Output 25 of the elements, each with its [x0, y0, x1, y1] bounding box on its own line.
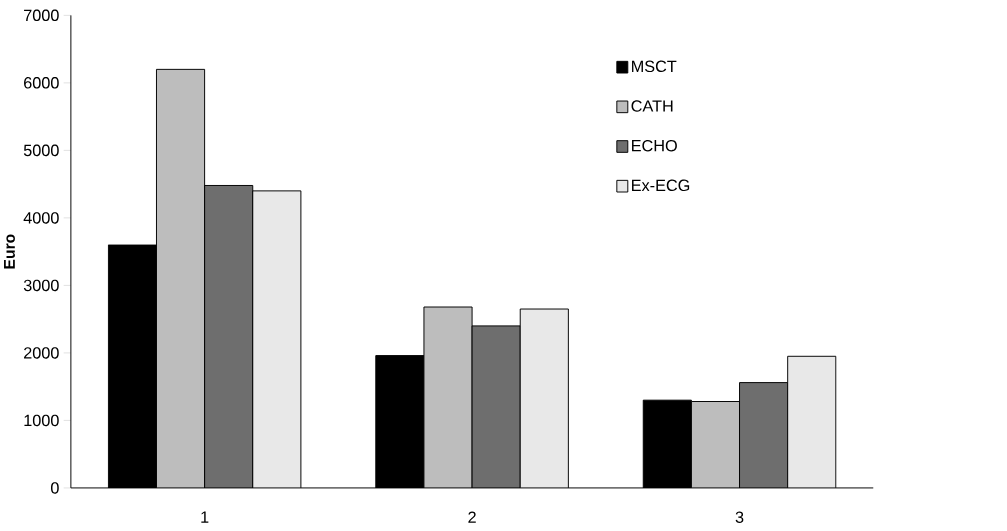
y-tick-label: 5000: [23, 144, 59, 156]
x-tick-label: 2: [468, 511, 476, 523]
bar: [690, 400, 741, 488]
y-tick-label: 2000: [24, 347, 59, 359]
bar: [787, 355, 837, 488]
y-tick-label: 6000: [24, 76, 59, 89]
legend-label: ECHO: [632, 139, 677, 152]
y-tick-label: 1000: [24, 414, 59, 427]
legend-label: MSCT: [632, 60, 677, 72]
legend-label: CATH: [631, 100, 673, 112]
bar: [423, 306, 473, 488]
legend-label: Ex-ECG: [632, 179, 690, 191]
bar: [520, 308, 569, 488]
bar: [252, 190, 301, 488]
y-tick-label: 0: [51, 482, 59, 494]
x-tick-label: 1: [201, 511, 209, 523]
bar: [156, 69, 205, 488]
y-tick-label: 4000: [23, 211, 59, 224]
bar: [739, 381, 789, 488]
y-tick-label: 7000: [24, 9, 59, 21]
bar: [472, 325, 521, 488]
y-tick-label: 3000: [23, 279, 59, 292]
x-tick-label: 3: [735, 511, 744, 523]
y-axis-title: Euro: [4, 234, 15, 269]
bar: [204, 185, 253, 488]
